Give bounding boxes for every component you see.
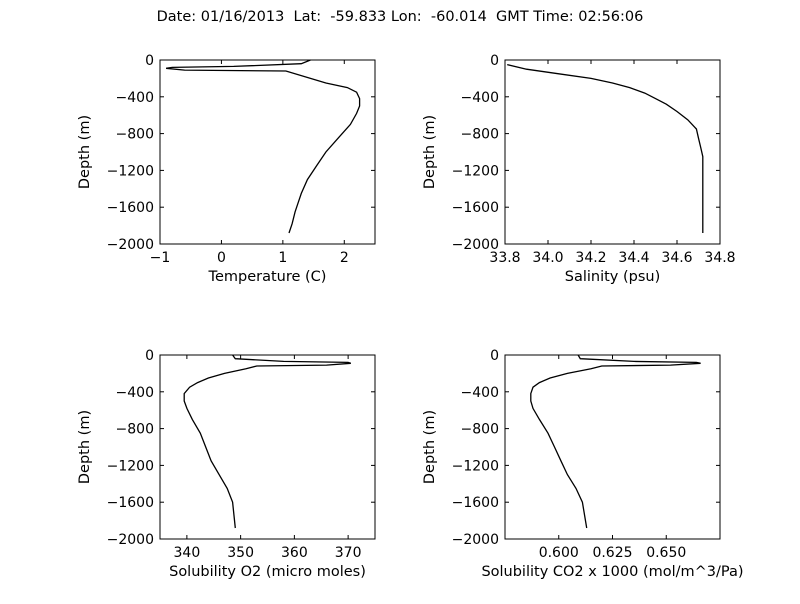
x-tick-label: 34.8	[704, 250, 735, 266]
y-tick-label: 0	[490, 348, 499, 364]
y-tick-label: −1200	[452, 163, 499, 179]
y-tick-label: −1200	[107, 163, 154, 179]
x-axis-label: Solubility O2 (micro moles)	[169, 564, 366, 580]
panel-solubility-co2: 0.600 0.625 0.650 0 −400 −800 −1200 −1600 −2000 S…	[422, 348, 744, 580]
x-tick-label: −1	[150, 250, 171, 266]
x-tick-label: 34.6	[661, 250, 692, 266]
panel-solubility-o2: 340 350 360 370 0 −400 −800 −1200 −1600 −2000 Solu…	[77, 348, 376, 580]
x-tick-label: 34.4	[618, 250, 649, 266]
y-tick-label: −800	[461, 422, 499, 438]
x-tick-label: 0	[217, 250, 226, 266]
panel-temperature: −1 0 1 2 0 −400 −800 −1200 −1600 −2000 Temperature…	[77, 53, 376, 285]
y-tick-label: −1200	[452, 458, 499, 474]
series-line-salinity	[507, 63, 704, 233]
series-line-solubility-o2	[183, 354, 352, 529]
y-tick-label: −1600	[452, 495, 499, 511]
x-tick-label: 34.0	[532, 250, 563, 266]
x-tick-label: 360	[281, 545, 308, 561]
x-tick-label: 34.2	[575, 250, 606, 266]
x-tick-label: 0.650	[646, 545, 686, 561]
x-tick-label: 2	[340, 250, 349, 266]
x-tick-label: 1	[278, 250, 287, 266]
x-tick-label: 0.600	[539, 545, 579, 561]
y-axis-label: Depth (m)	[422, 410, 438, 484]
y-tick-label: −400	[116, 385, 154, 401]
axes-frame	[159, 59, 376, 245]
figure-title: Date: 01/16/2013 Lat: -59.833 Lon: -60.0…	[156, 9, 644, 25]
y-axis-label: Depth (m)	[77, 115, 93, 189]
y-tick-label: −2000	[452, 532, 499, 548]
y-tick-label: −1600	[107, 495, 154, 511]
y-tick-label: −2000	[107, 237, 154, 253]
x-tick-label: 33.8	[489, 250, 520, 266]
y-tick-label: −400	[116, 90, 154, 106]
series-line-temperature	[166, 59, 361, 234]
axes-frame	[504, 354, 721, 540]
x-tick-label: 370	[335, 545, 362, 561]
y-tick-label: −800	[116, 422, 154, 438]
y-tick-label: −1600	[107, 200, 154, 216]
x-tick-label: 340	[174, 545, 201, 561]
x-axis-label: Salinity (psu)	[565, 269, 661, 285]
x-tick-label: 0.625	[592, 545, 632, 561]
y-tick-label: 0	[490, 53, 499, 69]
x-axis-label: Solubility CO2 x 1000 (mol/m^3/Pa)	[481, 564, 743, 580]
y-tick-label: −800	[461, 127, 499, 143]
x-axis-label: Temperature (C)	[208, 269, 327, 285]
axes-frame	[504, 59, 721, 245]
y-tick-label: −800	[116, 127, 154, 143]
panel-salinity: 33.8 34.0 34.2 34.4 34.6 34.8 0 −400 −800 −1200 −1…	[422, 53, 736, 285]
y-tick-label: −1600	[452, 200, 499, 216]
y-tick-label: −2000	[107, 532, 154, 548]
y-axis-label: Depth (m)	[77, 410, 93, 484]
y-tick-label: 0	[145, 53, 154, 69]
y-tick-label: −400	[461, 385, 499, 401]
series-line-solubility-co2	[530, 354, 701, 529]
y-axis-label: Depth (m)	[422, 115, 438, 189]
x-tick-label: 350	[227, 545, 254, 561]
y-tick-label: −400	[461, 90, 499, 106]
y-tick-label: −1200	[107, 458, 154, 474]
axes-frame	[159, 354, 376, 540]
y-tick-label: 0	[145, 348, 154, 364]
y-tick-label: −2000	[452, 237, 499, 253]
